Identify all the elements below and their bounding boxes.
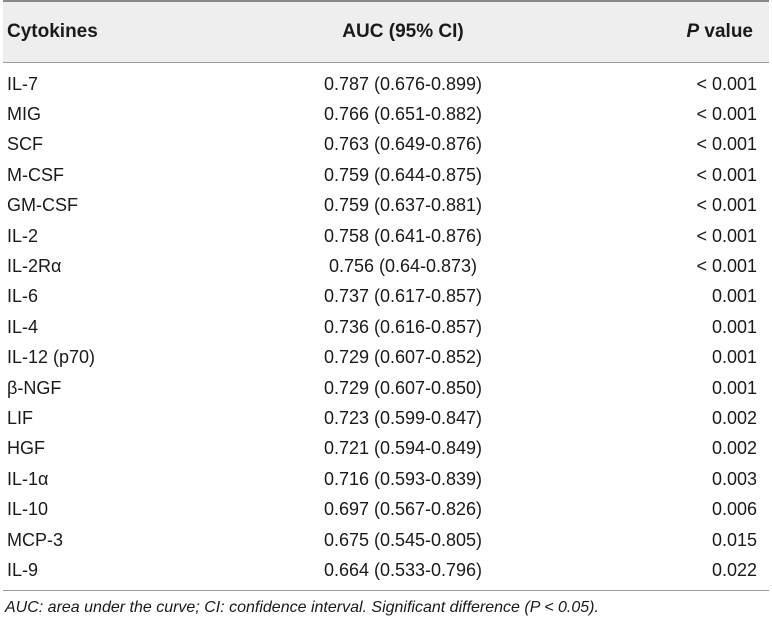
table-row: MIG 0.766 (0.651-0.882) < 0.001 xyxy=(3,99,769,129)
cell-p-value: 0.022 xyxy=(711,559,757,580)
header-p-rest: value xyxy=(699,21,753,42)
cell-cytokine: HGF xyxy=(7,438,45,459)
table-row: M-CSF 0.759 (0.644-0.875) < 0.001 xyxy=(3,160,769,190)
cell-auc: 0.664 (0.533-0.796) xyxy=(323,559,483,580)
table-header: Cytokines AUC (95% CI) P value xyxy=(3,2,769,63)
table-row: IL-10 0.697 (0.567-0.826) 0.006 xyxy=(3,494,769,524)
cell-p-value: 0.001 xyxy=(711,347,757,368)
header-auc: AUC (95% CI) xyxy=(342,21,464,42)
cell-cytokine: MIG xyxy=(7,104,41,125)
table-row: IL-12 (p70) 0.729 (0.607-0.852) 0.001 xyxy=(3,343,769,373)
header-cytokines: Cytokines xyxy=(7,21,98,42)
cell-cytokine: IL-4 xyxy=(7,316,39,337)
table-row: IL-9 0.664 (0.533-0.796) 0.022 xyxy=(3,555,769,585)
cell-cytokine: β-NGF xyxy=(7,377,62,398)
table-footnote: AUC: area under the curve; CI: confidenc… xyxy=(5,598,599,616)
table-row: LIF 0.723 (0.599-0.847) 0.002 xyxy=(3,403,769,433)
cell-cytokine: LIF xyxy=(7,407,34,428)
table-row: MCP-3 0.675 (0.545-0.805) 0.015 xyxy=(3,525,769,555)
cell-cytokine: MCP-3 xyxy=(7,529,64,550)
cell-cytokine: SCF xyxy=(7,134,43,155)
cell-p-value: < 0.001 xyxy=(696,195,757,216)
cell-p-value: 0.002 xyxy=(711,438,757,459)
table-row: IL-4 0.736 (0.616-0.857) 0.001 xyxy=(3,312,769,342)
cell-auc: 0.737 (0.617-0.857) xyxy=(323,286,483,307)
cell-auc: 0.736 (0.616-0.857) xyxy=(323,316,483,337)
cell-cytokine: IL-1α xyxy=(7,468,49,489)
cell-auc: 0.723 (0.599-0.847) xyxy=(323,407,483,428)
cell-p-value: 0.001 xyxy=(711,377,757,398)
cell-auc: 0.758 (0.641-0.876) xyxy=(323,225,483,246)
cell-auc: 0.756 (0.64-0.873) xyxy=(328,256,478,277)
cell-auc: 0.721 (0.594-0.849) xyxy=(323,438,483,459)
cell-cytokine: IL-7 xyxy=(7,73,39,94)
cell-p-value: 0.015 xyxy=(711,529,757,550)
header-p-value: P value xyxy=(548,21,769,43)
cell-p-value: 0.003 xyxy=(711,468,757,489)
table-row: IL-2Rα 0.756 (0.64-0.873) < 0.001 xyxy=(3,251,769,281)
cell-cytokine: GM-CSF xyxy=(7,195,78,216)
header-p-letter: P xyxy=(686,21,700,42)
cell-p-value: 0.001 xyxy=(711,286,757,307)
table-row: β-NGF 0.729 (0.607-0.850) 0.001 xyxy=(3,373,769,403)
cell-cytokine: IL-10 xyxy=(7,499,49,520)
cell-cytokine: IL-2 xyxy=(7,225,39,246)
table-row: IL-1α 0.716 (0.593-0.839) 0.003 xyxy=(3,464,769,494)
cell-p-value: 0.002 xyxy=(711,407,757,428)
cell-p-value: < 0.001 xyxy=(696,225,757,246)
cell-auc: 0.766 (0.651-0.882) xyxy=(323,104,483,125)
cell-auc: 0.729 (0.607-0.852) xyxy=(323,347,483,368)
table-row: SCF 0.763 (0.649-0.876) < 0.001 xyxy=(3,130,769,160)
cell-auc: 0.697 (0.567-0.826) xyxy=(323,499,483,520)
cell-cytokine: IL-6 xyxy=(7,286,39,307)
table-row: HGF 0.721 (0.594-0.849) 0.002 xyxy=(3,434,769,464)
cell-auc: 0.759 (0.637-0.881) xyxy=(323,195,483,216)
table-row: IL-2 0.758 (0.641-0.876) < 0.001 xyxy=(3,221,769,251)
table-row: GM-CSF 0.759 (0.637-0.881) < 0.001 xyxy=(3,191,769,221)
table-row: IL-6 0.737 (0.617-0.857) 0.001 xyxy=(3,282,769,312)
cell-cytokine: IL-12 (p70) xyxy=(7,347,96,368)
top-rule xyxy=(3,0,769,2)
cell-p-value: < 0.001 xyxy=(696,104,757,125)
cell-auc: 0.716 (0.593-0.839) xyxy=(323,468,483,489)
cell-p-value: < 0.001 xyxy=(696,73,757,94)
cell-p-value: < 0.001 xyxy=(696,164,757,185)
cell-auc: 0.759 (0.644-0.875) xyxy=(323,164,483,185)
cell-cytokine: IL-9 xyxy=(7,559,39,580)
cell-auc: 0.787 (0.676-0.899) xyxy=(323,73,483,94)
cell-p-value: < 0.001 xyxy=(696,256,757,277)
cell-cytokine: IL-2Rα xyxy=(7,256,62,277)
table-row: IL-7 0.787 (0.676-0.899) < 0.001 xyxy=(3,69,769,99)
table-body: IL-7 0.787 (0.676-0.899) < 0.001 MIG 0.766 (… xyxy=(3,63,769,591)
cell-p-value: 0.001 xyxy=(711,316,757,337)
cell-cytokine: M-CSF xyxy=(7,164,64,185)
cell-p-value: < 0.001 xyxy=(696,134,757,155)
cell-auc: 0.729 (0.607-0.850) xyxy=(323,377,483,398)
cell-auc: 0.675 (0.545-0.805) xyxy=(323,529,483,550)
cell-auc: 0.763 (0.649-0.876) xyxy=(323,134,483,155)
cell-p-value: 0.006 xyxy=(711,499,757,520)
